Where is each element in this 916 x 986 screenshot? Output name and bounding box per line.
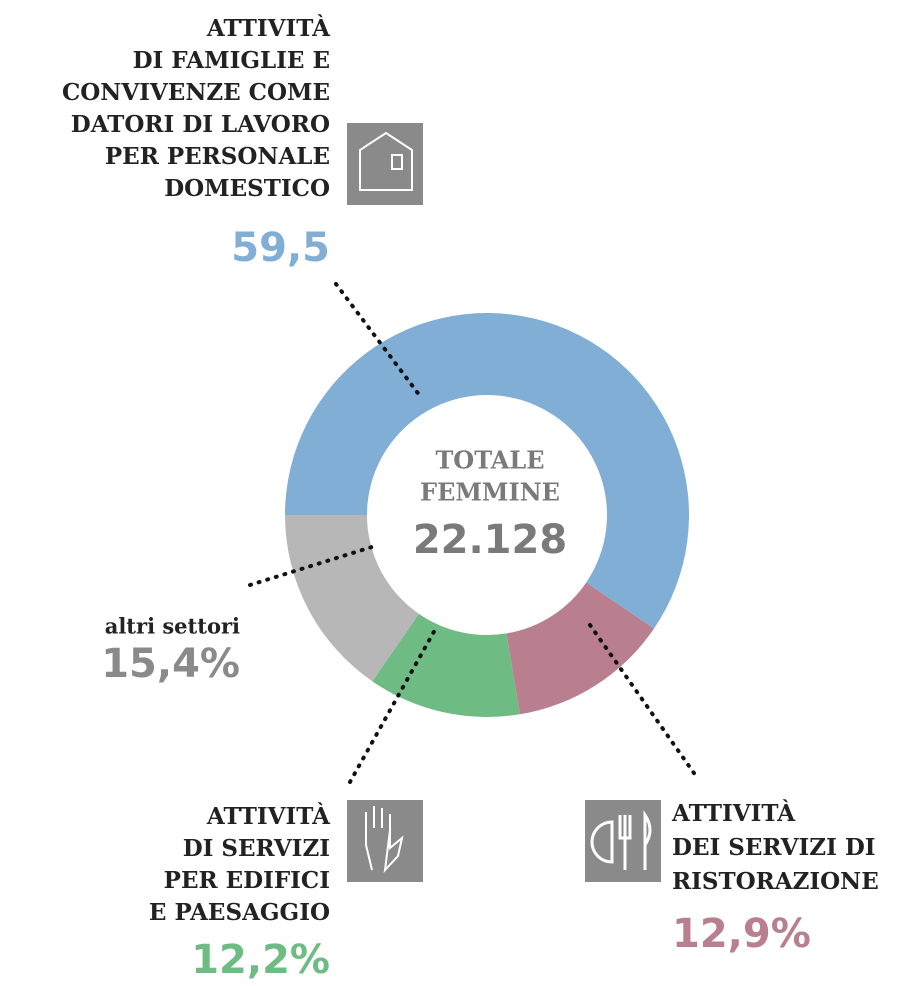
donut-segment [285, 313, 690, 629]
center-label: TOTALE [435, 446, 544, 475]
icon-hand [347, 800, 423, 882]
icon-house [347, 123, 423, 205]
category-label: RISTORAZIONE [672, 868, 879, 895]
icon-cutlery [585, 800, 661, 882]
category-label: altri settori [105, 614, 240, 639]
category-label: DOMESTICO [164, 175, 330, 202]
leader-line [248, 544, 377, 587]
leader-line [348, 626, 438, 784]
category-label: CONVIVENZE COME [62, 79, 330, 106]
category-label: DEI SERVIZI DI [672, 834, 876, 861]
category-label: E PAESAGGIO [149, 899, 330, 926]
donut-segment [506, 582, 655, 715]
value-label: 59,5 [231, 225, 330, 271]
donut-segment [285, 515, 419, 682]
center-label: FEMMINE [420, 478, 560, 507]
category-label: DATORI DI LAVORO [71, 111, 330, 138]
category-label: PER EDIFICI [164, 867, 330, 894]
category-label: DI FAMIGLIE E [133, 47, 330, 74]
leader-line [334, 282, 422, 398]
category-label: PER PERSONALE [105, 143, 330, 170]
category-label: ATTIVITÀ [206, 15, 331, 42]
category-label: ATTIVITÀ [671, 800, 796, 827]
value-label: 12,9% [672, 911, 811, 957]
category-label: ATTIVITÀ [206, 803, 331, 830]
center-total: 22.128 [413, 517, 567, 563]
value-label: 12,2% [191, 937, 330, 983]
leader-line [588, 623, 698, 778]
category-label: DI SERVIZI [183, 835, 330, 862]
donut-segment [372, 613, 520, 717]
value-label: 15,4% [101, 641, 240, 687]
